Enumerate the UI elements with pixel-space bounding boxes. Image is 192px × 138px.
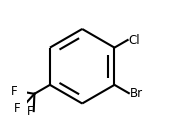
Text: F: F [11, 85, 18, 98]
Text: Br: Br [129, 87, 143, 100]
Text: F: F [26, 105, 33, 118]
Text: Cl: Cl [128, 34, 140, 47]
Text: F: F [14, 102, 21, 115]
